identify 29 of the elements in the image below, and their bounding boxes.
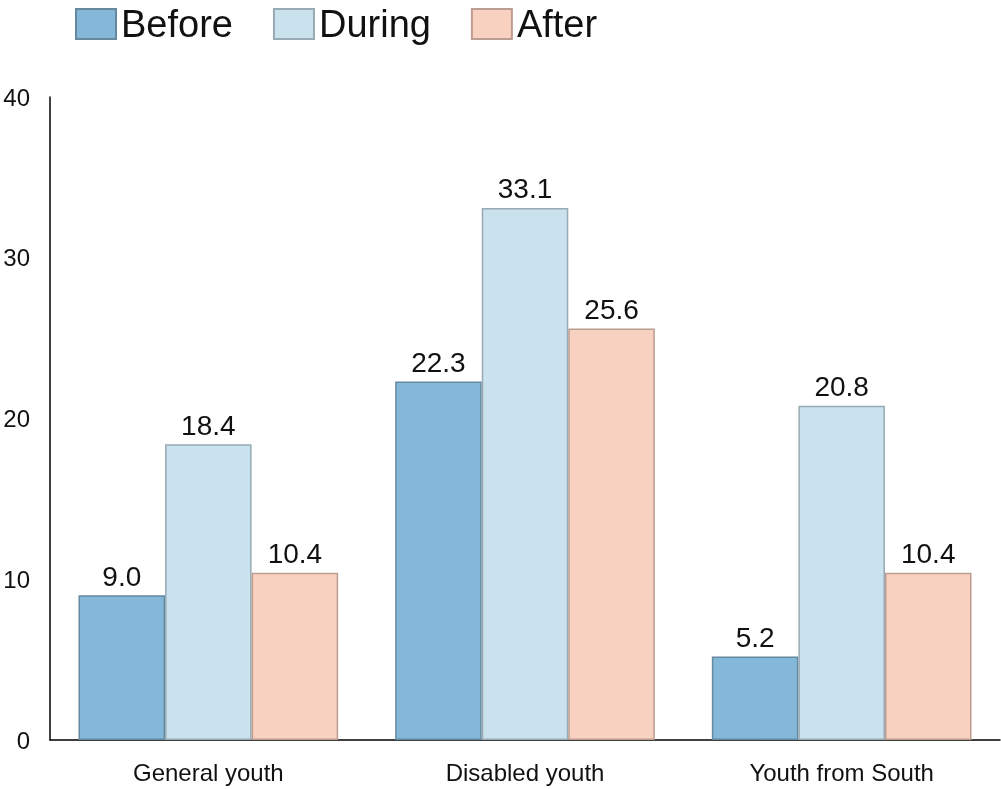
bar (251, 572, 339, 740)
data-label: 9.0 (102, 560, 142, 592)
y-tick-label: 20 (3, 405, 30, 432)
data-label: 10.4 (900, 538, 956, 570)
data-label: 18.4 (181, 409, 236, 441)
data-label: 10.4 (267, 538, 323, 570)
y-tick-label: 40 (3, 83, 30, 111)
legend-label: During (318, 3, 431, 45)
data-label: 22.3 (411, 347, 466, 379)
bar (395, 381, 482, 740)
bar (798, 405, 885, 740)
data-label: 25.6 (584, 293, 639, 325)
bar (711, 656, 799, 740)
x-tick-label: Disabled youth (445, 758, 605, 786)
x-tick-label: General youth (132, 758, 284, 786)
bar (568, 328, 655, 740)
legend-label: After (516, 3, 598, 45)
x-tick-label: Youth from South (749, 758, 934, 786)
bar (481, 207, 569, 740)
legend-label: Before (121, 3, 233, 45)
data-label: 5.2 (735, 621, 775, 653)
bar (165, 444, 252, 740)
y-tick-label: 0 (16, 726, 30, 754)
bar (78, 595, 166, 740)
y-tick-label: 10 (3, 565, 30, 593)
y-tick-label: 30 (3, 244, 30, 272)
data-label: 20.8 (814, 371, 869, 403)
bar (884, 572, 972, 740)
data-label: 33.1 (497, 173, 553, 205)
